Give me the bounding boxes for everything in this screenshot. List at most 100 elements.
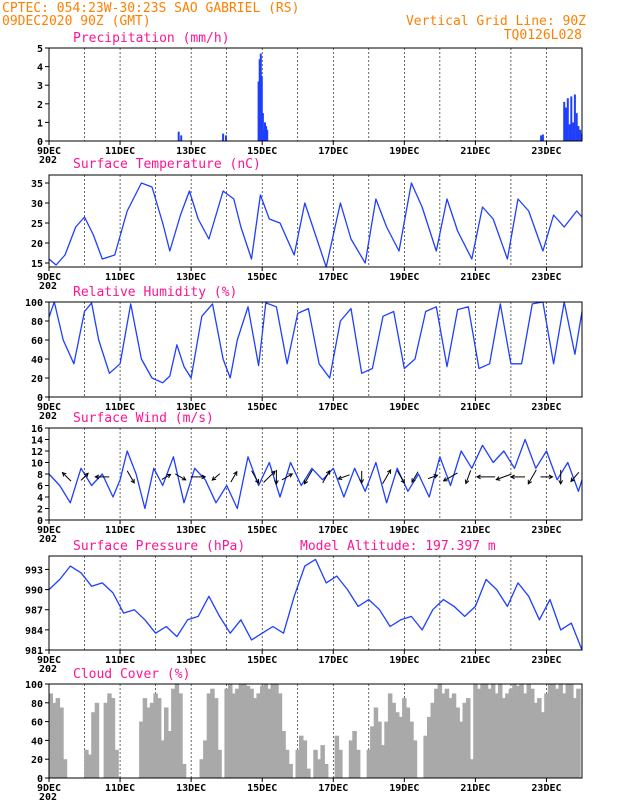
wind-xtick-label: 23DEC	[531, 525, 561, 536]
cloud-bar	[434, 688, 439, 778]
temp-xtick-label: 23DEC	[531, 272, 561, 283]
temp-xtick-label: 15DEC	[247, 272, 277, 283]
wind-arrow-head	[166, 473, 172, 479]
rh-xtick-label: 23DEC	[531, 402, 561, 413]
pres-xtick-label: 17DEC	[318, 655, 348, 666]
pres-year-label: 202	[39, 664, 57, 675]
pres-series-line	[48, 558, 583, 651]
meteogram-header: CPTEC: 054:23W-30:23S SAO GABRIEL (RS) 0…	[2, 1, 586, 43]
pres-ytick-label: 993	[25, 565, 43, 576]
wind-arrow-head	[94, 474, 100, 480]
cloud-bar	[498, 684, 503, 778]
wind-arrow-head	[274, 480, 279, 485]
wind-arrow	[62, 472, 72, 482]
precip-xtick-label: 13DEC	[176, 146, 206, 157]
wind-frame	[48, 427, 583, 521]
rh-xtick-label: 15DEC	[247, 402, 277, 413]
precip-bar	[257, 81, 260, 141]
wind-ytick-label: 8	[37, 470, 43, 481]
cloud-bar	[355, 749, 361, 778]
wind-series-line	[48, 438, 583, 510]
pres-xtick-label: 13DEC	[176, 655, 206, 666]
cloud-bar	[558, 684, 563, 778]
cloud-ytick-label: 80	[31, 699, 43, 710]
wind-arrow	[126, 470, 135, 484]
wind-arrow	[465, 470, 472, 484]
cloud-bar	[469, 759, 475, 778]
precip-xtick-label: 21DEC	[460, 146, 490, 157]
cloud-bar	[466, 698, 471, 778]
wind-arrow-head	[411, 478, 416, 484]
cloud-bar	[494, 693, 499, 778]
cloud-xtick-label: 15DEC	[247, 783, 277, 794]
cloud-ytick-label: 40	[31, 736, 43, 747]
cloud-bar	[380, 745, 386, 778]
wind-arrow-head	[495, 476, 501, 481]
cloud-bar	[387, 693, 393, 778]
precip-bar	[266, 129, 269, 141]
temp-xtick-label: 19DEC	[389, 272, 419, 283]
cloud-bar	[62, 759, 68, 778]
pres-xtick-label: 19DEC	[389, 655, 419, 666]
precip-xtick-label: 17DEC	[318, 146, 348, 157]
precip-bar	[258, 59, 261, 142]
wind-arrow-head	[61, 471, 67, 477]
cloud-bar	[103, 702, 109, 778]
wind-arrow-head	[558, 480, 564, 485]
cloud-bar	[320, 745, 325, 778]
rh-ytick-label: 40	[31, 355, 43, 366]
cloud-bar	[260, 685, 265, 778]
cloud-bar	[405, 707, 411, 778]
rh-frame	[48, 301, 583, 398]
wind-arrows	[61, 468, 580, 485]
cloud-bar	[441, 693, 446, 778]
wind-arrow	[496, 473, 512, 481]
cloud-bar	[210, 688, 215, 778]
cloud-xtick-label: 13DEC	[176, 783, 206, 794]
cloud-bar	[281, 731, 286, 778]
cloud-bar	[505, 693, 510, 778]
cloud-bar	[444, 688, 450, 778]
cloud-bar	[437, 684, 443, 778]
precip-ytick-label: 4	[37, 63, 43, 74]
cloud-bar	[533, 702, 539, 778]
wind-ytick-label: 6	[37, 482, 43, 493]
model-code: TQ0126L028	[504, 28, 582, 43]
rh-ytick-label: 100	[25, 298, 43, 309]
precip-title: Precipitation (mm/h)	[73, 31, 230, 46]
temp-xtick-label: 21DEC	[460, 272, 490, 283]
precip-bar	[573, 94, 576, 141]
wind-ytick-label: 16	[31, 424, 43, 435]
cloud-bar	[149, 702, 155, 778]
wind-arrow	[211, 473, 221, 481]
wind-arrow	[303, 469, 313, 485]
cloud-bar	[52, 702, 57, 778]
cloud-xtick-label: 11DEC	[105, 783, 135, 794]
cloud-bar	[480, 684, 485, 778]
cloud-bar	[483, 684, 489, 778]
cloud-bar	[299, 735, 304, 778]
cloud-bar	[84, 749, 89, 778]
temp-frame	[48, 174, 583, 268]
precip-bar	[577, 126, 580, 141]
cloud-bar	[423, 735, 428, 778]
precip-ytick-label: 0	[37, 137, 43, 148]
precip-bar	[261, 113, 264, 141]
cloud-bar	[409, 721, 414, 778]
cloud-ytick-label: 20	[31, 755, 43, 766]
precip-bar	[222, 133, 225, 141]
precip-panel: Precipitation (mm/h) 0 1 2 3 4 5 9DEC 11DEC 13DEC…	[37, 31, 583, 166]
wind-ytick-label: 4	[37, 493, 43, 504]
wind-arrow	[427, 474, 438, 480]
cloud-bar	[562, 693, 567, 778]
wind-arrow-head	[130, 478, 135, 484]
precip-xtick-label: 23DEC	[531, 146, 561, 157]
cloud-bar	[167, 731, 173, 778]
wind-arrow-head	[527, 479, 532, 485]
cloud-bar	[430, 702, 435, 778]
temp-series-line	[48, 182, 583, 268]
wind-arrow	[322, 470, 331, 484]
temp-panel: Surface Temperature (nC) 15 20 25 30 35 9DEC 11…	[31, 157, 583, 292]
